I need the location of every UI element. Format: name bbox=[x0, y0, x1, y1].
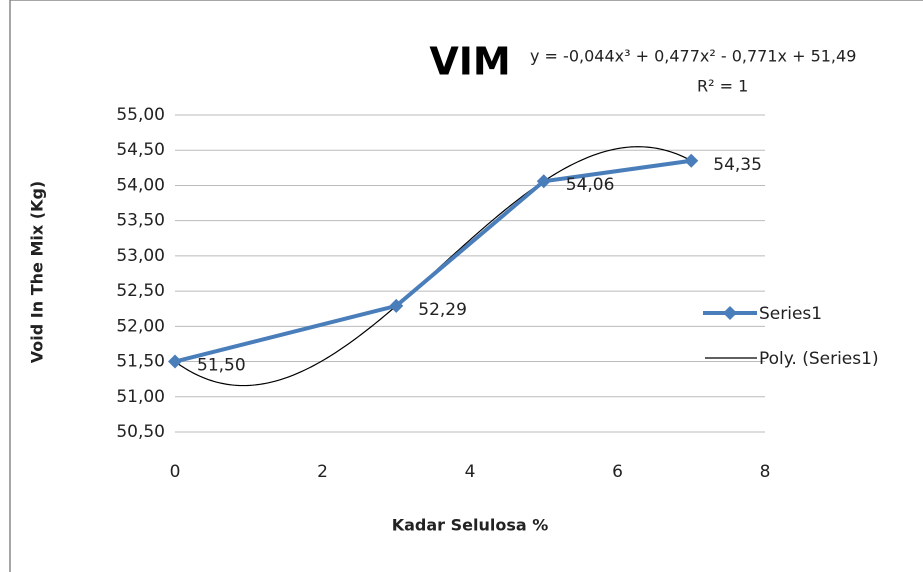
data-label: 51,50 bbox=[197, 356, 246, 376]
y-tick-label: 51,50 bbox=[116, 352, 165, 372]
y-tick-label: 53,50 bbox=[116, 211, 165, 231]
y-tick-label: 50,50 bbox=[116, 422, 165, 442]
marker bbox=[168, 354, 182, 369]
y-tick-label: 52,50 bbox=[116, 281, 165, 301]
data-label: 54,35 bbox=[713, 155, 762, 175]
series-line bbox=[174, 158, 692, 364]
y-tick-label: 54,50 bbox=[116, 140, 165, 160]
legend-marker bbox=[723, 306, 737, 320]
y-tick-label: 53,00 bbox=[116, 246, 165, 266]
x-tick-label: 4 bbox=[465, 462, 476, 482]
x-tick-label: 6 bbox=[612, 462, 623, 482]
trend-r-squared: R² = 1 bbox=[697, 77, 748, 96]
trend-equation: y = -0,044x³ + 0,477x² - 0,771x + 51,49 bbox=[530, 47, 856, 66]
data-label: 54,06 bbox=[566, 175, 615, 195]
y-tick-label: 51,00 bbox=[116, 387, 165, 407]
y-tick-label: 55,00 bbox=[116, 105, 165, 125]
data-label: 52,29 bbox=[418, 300, 467, 320]
x-tick-label: 0 bbox=[170, 462, 181, 482]
marker bbox=[536, 174, 551, 189]
marker bbox=[684, 153, 699, 168]
y-tick-label: 54,00 bbox=[116, 175, 165, 195]
chart-title: VIM bbox=[429, 40, 510, 84]
x-tick-label: 2 bbox=[317, 462, 328, 482]
y-axis-label: Void In The Mix (Kg) bbox=[28, 181, 47, 363]
marker bbox=[389, 298, 404, 313]
x-tick-label: 8 bbox=[760, 462, 771, 482]
chart-frame bbox=[9, 0, 923, 572]
legend-label: Series1 bbox=[759, 304, 822, 324]
legend-label: Poly. (Series1) bbox=[759, 349, 879, 369]
x-axis-label: Kadar Selulosa % bbox=[392, 516, 549, 535]
y-tick-label: 52,00 bbox=[116, 316, 165, 336]
